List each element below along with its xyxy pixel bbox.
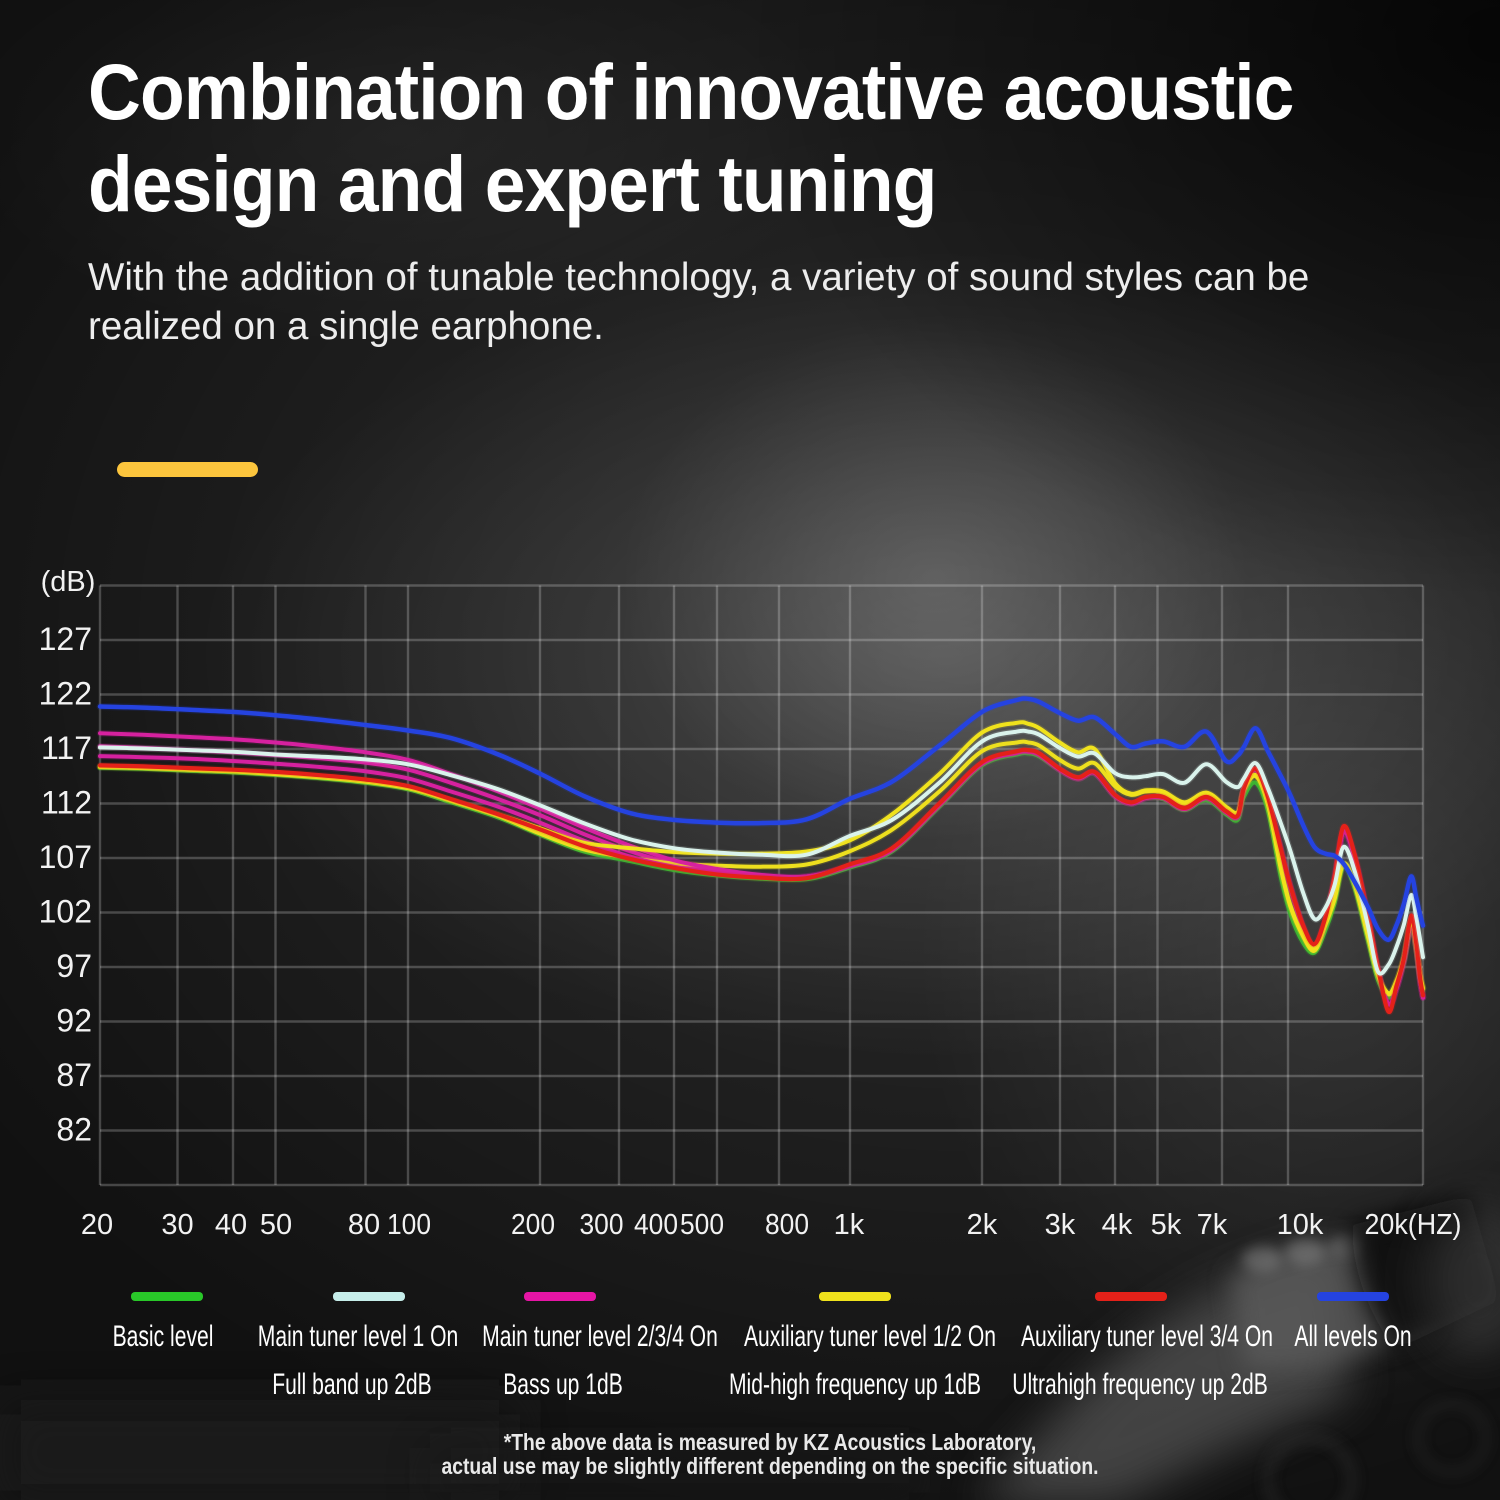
svg-text:102: 102 [39,894,92,930]
svg-text:50: 50 [260,1209,292,1241]
svg-text:7k: 7k [1197,1209,1228,1241]
svg-text:400: 400 [634,1209,678,1241]
svg-text:20: 20 [81,1209,113,1241]
svg-text:127: 127 [39,621,92,657]
svg-text:800: 800 [765,1209,809,1241]
svg-text:112: 112 [41,785,92,821]
svg-text:107: 107 [39,839,92,875]
svg-text:82: 82 [56,1112,92,1148]
svg-text:300: 300 [580,1209,624,1241]
svg-text:1k: 1k [834,1209,865,1241]
svg-text:(dB): (dB) [41,566,96,598]
svg-text:97: 97 [56,948,92,984]
svg-text:40: 40 [215,1209,247,1241]
svg-text:122: 122 [39,676,92,712]
svg-text:500: 500 [680,1209,724,1241]
svg-text:92: 92 [56,1003,92,1039]
svg-text:20k(HZ): 20k(HZ) [1365,1209,1462,1241]
svg-text:117: 117 [41,730,92,766]
svg-text:80: 80 [348,1209,380,1241]
svg-text:30: 30 [161,1209,193,1241]
svg-text:100: 100 [387,1209,431,1241]
svg-text:3k: 3k [1045,1209,1076,1241]
svg-text:87: 87 [56,1057,92,1093]
svg-text:4k: 4k [1102,1209,1133,1241]
svg-text:200: 200 [511,1209,555,1241]
svg-text:5k: 5k [1151,1209,1182,1241]
svg-text:10k: 10k [1277,1209,1324,1241]
svg-text:2k: 2k [967,1209,998,1241]
